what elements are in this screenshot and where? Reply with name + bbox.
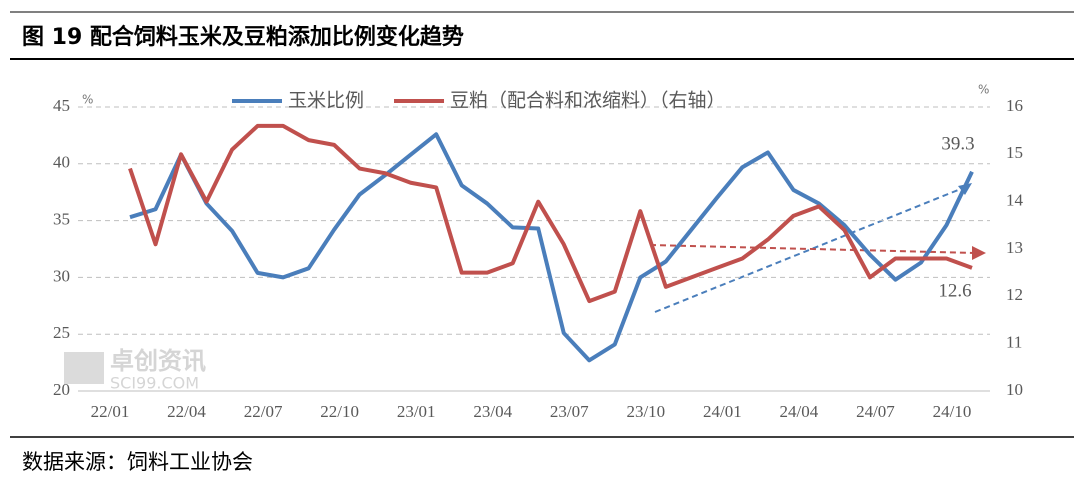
trend-line [649,244,976,254]
y-tick-label: 30 [53,266,70,285]
x-tick-label: 23/04 [473,402,512,421]
watermark-logo [64,352,104,384]
y2-tick-label: 15 [1006,143,1023,162]
y2-tick-label: 10 [1006,380,1023,399]
x-tick-label: 22/07 [244,402,283,421]
data-label: 12.6 [938,280,971,301]
y2-tick-label: 13 [1006,238,1023,257]
trend-line [654,185,969,313]
x-tick-label: 22/01 [91,402,130,421]
series-line [128,123,973,304]
y-tick-label: 35 [53,210,70,229]
y-tick-label: 25 [53,323,70,342]
y2-tick-label: 14 [1006,191,1024,210]
chart-title: 图 19 配合饲料玉米及豆粕添加比例变化趋势 [22,24,464,50]
data-label: 39.3 [941,133,974,154]
y-tick-label: 40 [53,153,70,172]
y2-tick-label: 11 [1006,333,1022,352]
series-line [129,132,974,363]
source: 数据来源：饲料工业协会 [22,450,253,474]
y-tick-label: 20 [53,380,70,399]
y2-tick-label: 12 [1006,285,1023,304]
y-axis-unit: % [82,93,93,107]
y2-axis-unit: % [978,83,989,97]
watermark-url: SCI99.COM [110,374,199,393]
watermark-text: 卓创资讯 [110,347,206,375]
y2-tick-label: 16 [1006,96,1023,115]
x-tick-label: 23/01 [397,402,436,421]
x-tick-label: 23/10 [626,402,665,421]
x-tick-label: 24/01 [703,402,742,421]
y-tick-label: 45 [53,96,70,115]
legend-label: 豆粕（配合料和浓缩料）（右轴） [450,90,726,112]
x-tick-label: 24/10 [933,402,972,421]
x-tick-label: 23/07 [550,402,589,421]
x-tick-label: 24/07 [856,402,895,421]
watermark: 卓创资讯 SCI99.COM [64,347,206,393]
x-tick-label: 22/10 [320,402,359,421]
legend-label: 玉米比例 [288,90,364,112]
x-tick-label: 24/04 [780,402,819,421]
x-tick-label: 22/04 [167,402,206,421]
trend-arrow [972,246,986,260]
